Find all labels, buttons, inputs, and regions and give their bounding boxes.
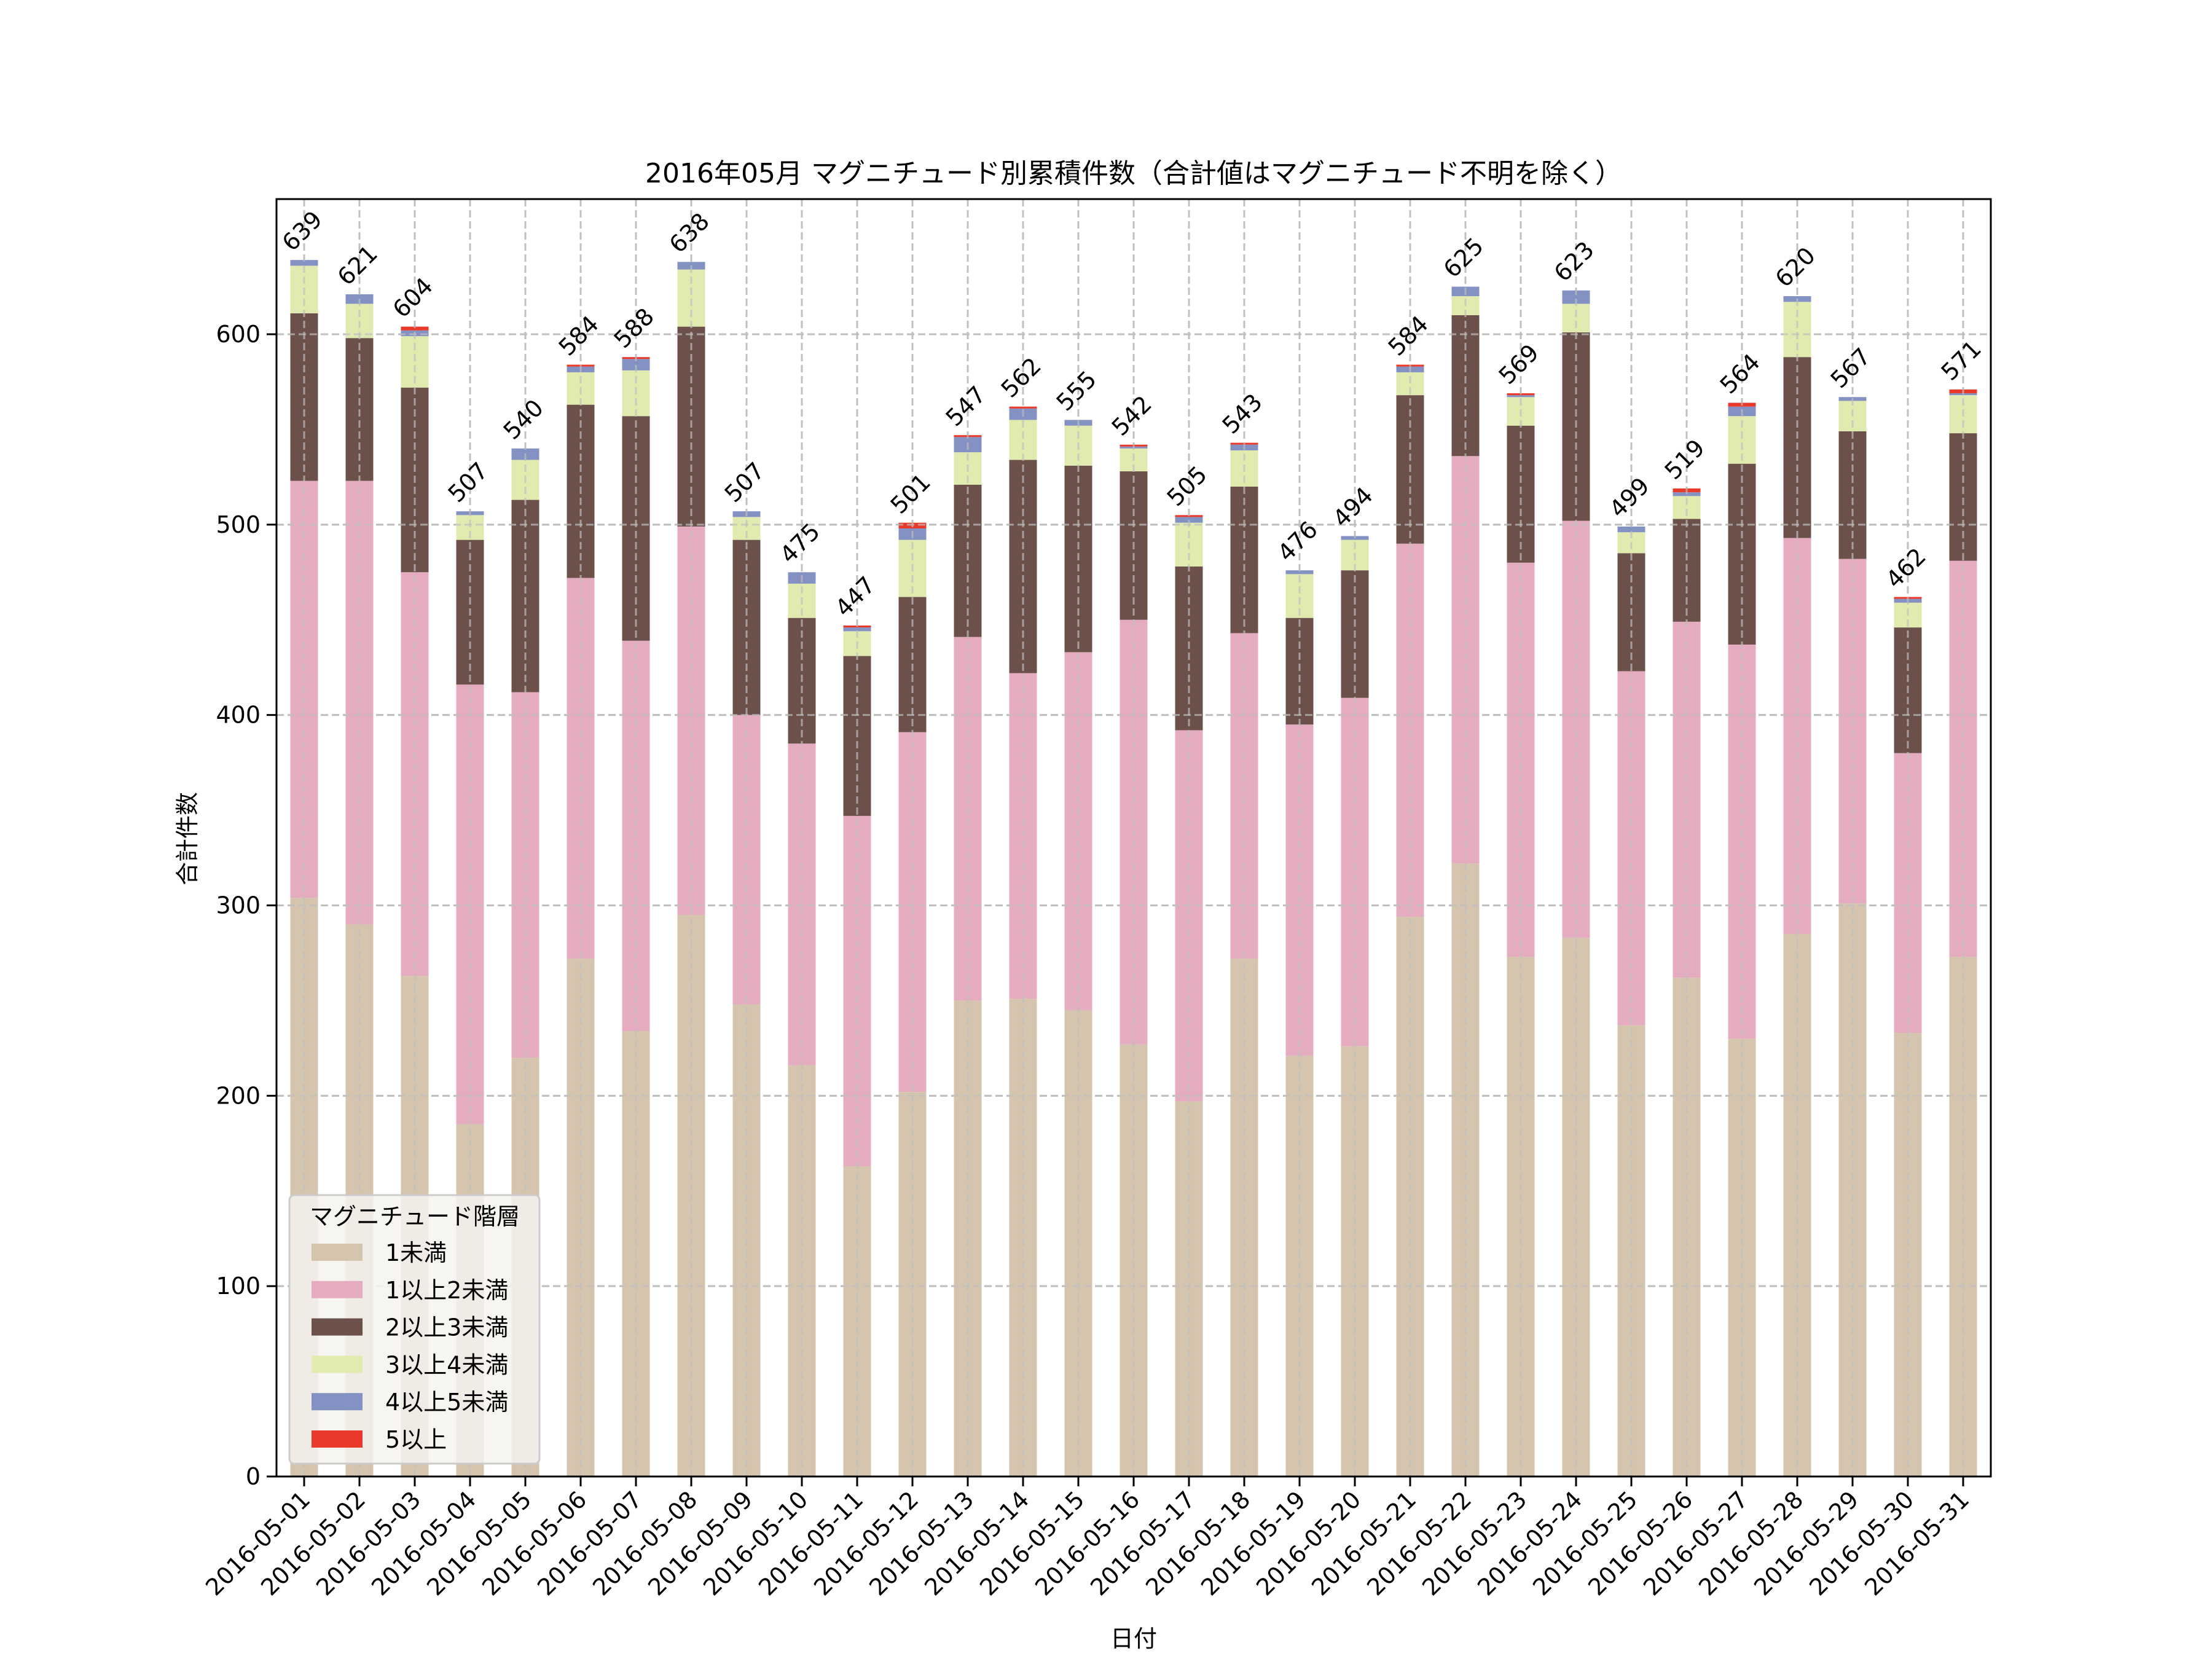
- legend-label: 2以上3未満: [385, 1314, 508, 1341]
- legend-swatch: [312, 1318, 363, 1336]
- total-label: 519: [1660, 434, 1710, 485]
- total-label: 604: [388, 272, 438, 323]
- bar-segment: [1838, 431, 1867, 559]
- bar-segment: [1285, 570, 1314, 575]
- total-label: 621: [332, 240, 383, 291]
- legend-swatch: [312, 1393, 363, 1411]
- x-axis-label: 日付: [1110, 1625, 1157, 1652]
- total-label: 571: [1936, 335, 1986, 385]
- y-tick-label: 400: [216, 702, 261, 729]
- legend-title: マグニチュード階層: [310, 1203, 520, 1230]
- bar-segment: [401, 326, 429, 331]
- bars: [276, 199, 1991, 1478]
- total-label: 584: [554, 310, 604, 361]
- total-label: 623: [1549, 236, 1599, 286]
- bar-segment: [622, 416, 650, 641]
- bar-segment: [843, 627, 871, 632]
- legend-label: 1未満: [385, 1239, 447, 1266]
- legend-label: 5以上: [385, 1426, 447, 1453]
- y-tick-label: 200: [216, 1082, 261, 1109]
- total-label: 625: [1438, 232, 1489, 283]
- bar-segment: [1673, 978, 1701, 1477]
- total-label: 540: [498, 394, 549, 444]
- total-label: 462: [1881, 543, 1931, 593]
- bar-segment: [622, 359, 650, 371]
- total-label: 501: [885, 468, 936, 519]
- legend-swatch: [312, 1244, 363, 1261]
- legend-swatch: [312, 1281, 363, 1298]
- total-label: 639: [277, 206, 327, 256]
- total-label: 447: [830, 571, 880, 622]
- legend-label: 3以上4未満: [385, 1351, 508, 1378]
- total-label: 620: [1770, 242, 1821, 292]
- total-label: 475: [775, 518, 825, 568]
- total-label: 499: [1604, 473, 1655, 523]
- y-tick-label: 0: [246, 1463, 261, 1490]
- total-label: 542: [1107, 390, 1157, 441]
- bar-segment: [1120, 1044, 1148, 1477]
- y-tick-label: 500: [216, 511, 261, 538]
- legend-swatch: [312, 1430, 363, 1448]
- total-label: 547: [941, 381, 991, 431]
- bar-segment: [788, 1065, 816, 1477]
- total-label: 569: [1494, 339, 1544, 390]
- total-label: 564: [1715, 348, 1765, 399]
- total-label: 507: [720, 457, 770, 508]
- chart-title: 2016年05月 マグニチュード別累積件数（合計値はマグニチュード不明を除く）: [645, 158, 1622, 189]
- bar-segment: [1507, 395, 1535, 398]
- y-axis: 0 100 200 300 400 500 600: [216, 321, 276, 1490]
- total-label: 543: [1217, 388, 1268, 439]
- total-label: 638: [664, 208, 715, 258]
- bar-segment: [1949, 433, 1977, 561]
- total-label: 555: [1051, 366, 1102, 416]
- bar-segment: [1673, 492, 1701, 496]
- bar-segment: [1009, 406, 1037, 409]
- legend: マグニチュード階層 1未満 1以上2未満 2以上3未満 3以上4未満 4以上5未満 5以上: [288, 1194, 541, 1465]
- y-axis-label: 合計件数: [174, 792, 201, 885]
- bar-segment: [456, 684, 484, 1124]
- total-label: 567: [1826, 343, 1876, 393]
- y-tick-label: 600: [216, 321, 261, 348]
- bar-segment: [1562, 290, 1590, 304]
- legend-swatch: [312, 1355, 363, 1373]
- total-label: 494: [1328, 482, 1378, 532]
- total-label: 588: [609, 303, 659, 353]
- bar-segment: [511, 500, 539, 692]
- total-label: 584: [1383, 310, 1433, 361]
- legend-label: 4以上5未満: [385, 1389, 508, 1416]
- bar-segment: [1617, 526, 1645, 533]
- y-tick-label: 300: [216, 892, 261, 919]
- x-axis: 2016-05-012016-05-022016-05-032016-05-04…: [200, 1477, 1974, 1601]
- total-label: 505: [1162, 461, 1212, 511]
- legend-label: 1以上2未満: [385, 1277, 508, 1304]
- bar-segment: [290, 313, 318, 481]
- total-label: 507: [443, 457, 493, 508]
- y-tick-label: 100: [216, 1273, 261, 1300]
- total-label: 476: [1273, 516, 1323, 567]
- bar-segment: [1341, 697, 1369, 1046]
- bar-segment: [290, 260, 318, 266]
- total-label: 562: [996, 352, 1046, 402]
